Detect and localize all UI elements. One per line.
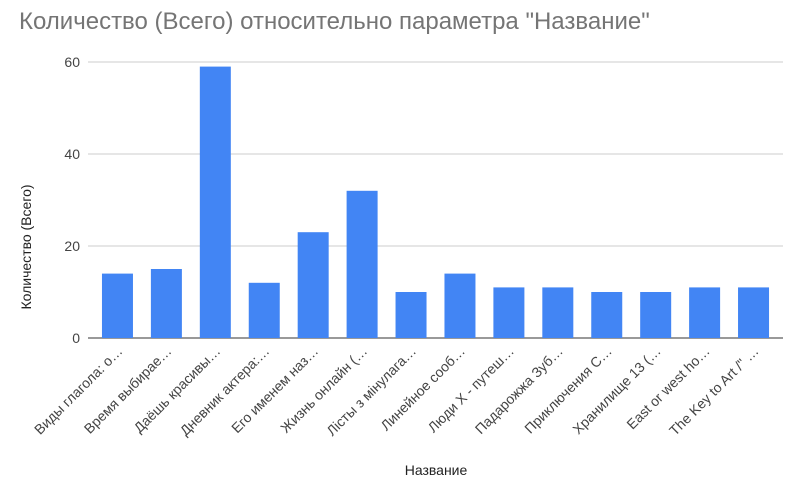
bar — [248, 282, 280, 338]
y-tick-label: 20 — [64, 238, 80, 254]
x-tick-label: Его именем наз… — [228, 343, 321, 436]
x-tick-label: Даёшь красивы… — [130, 343, 223, 436]
chart-title: Количество (Всего) относительно параметр… — [19, 8, 650, 35]
bar — [346, 190, 378, 338]
bar — [738, 287, 770, 338]
gridlines — [88, 61, 783, 339]
bar — [297, 232, 329, 338]
bars — [101, 66, 770, 338]
bar — [444, 273, 476, 338]
bar — [591, 292, 623, 338]
x-tick-label: Линейное сооб… — [377, 343, 468, 434]
bar — [199, 66, 231, 338]
x-tick-label: Хранилище 13 (… — [569, 343, 663, 437]
x-tick-label: Приключения С… — [521, 343, 615, 437]
y-tick-label: 60 — [64, 54, 80, 70]
x-tick-label: Дневник актера:… — [177, 343, 273, 439]
x-tick-labels: Виды глагола: о…Время выбирае…Даёшь крас… — [31, 343, 762, 439]
bar — [640, 292, 672, 338]
x-tick-label: Жизнь онлайн (… — [277, 343, 370, 436]
x-tick-label: Люди X - путеш… — [424, 343, 517, 436]
x-axis-label: Название — [405, 462, 468, 478]
y-axis-label: Количество (Всего) — [18, 184, 34, 309]
x-tick-label: Лісты з мінулага… — [323, 343, 419, 439]
y-tick-labels: 0 20 40 60 — [64, 54, 80, 346]
bar — [150, 269, 182, 338]
bar — [493, 287, 525, 338]
x-tick-label: East or west ho… — [623, 343, 712, 432]
x-tick-label: Виды глагола: о… — [31, 343, 126, 438]
x-tick-label: The Key to Art /" … — [666, 343, 762, 439]
bar — [395, 292, 427, 338]
bar — [542, 287, 574, 338]
bar — [101, 273, 133, 338]
bar — [689, 287, 721, 338]
y-tick-label: 40 — [64, 146, 80, 162]
x-tick-label: Время выбирае… — [81, 343, 175, 437]
y-tick-label: 0 — [72, 330, 80, 346]
x-tick-label: Падарожжа Зуб… — [472, 343, 566, 437]
